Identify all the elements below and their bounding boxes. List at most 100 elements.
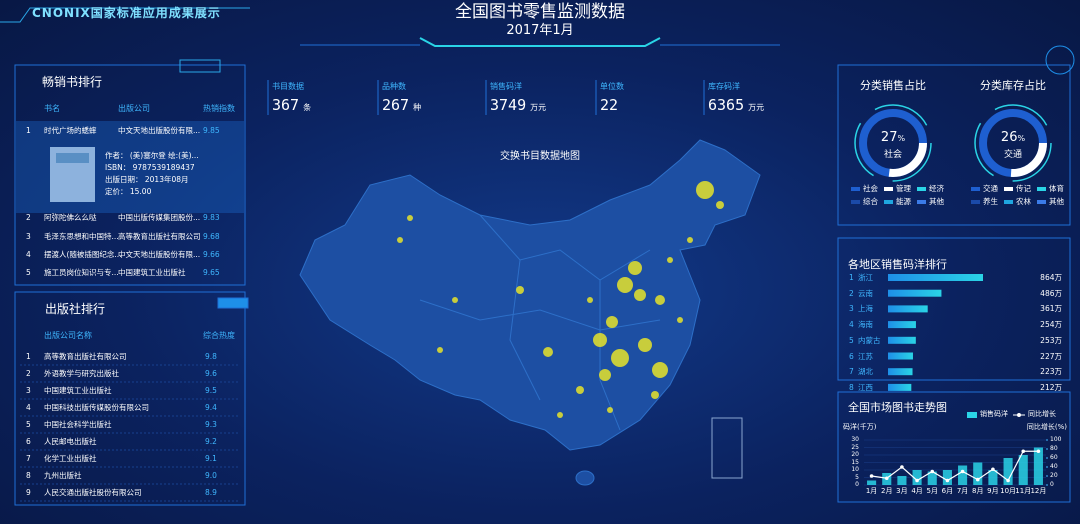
title-frame	[419, 37, 661, 47]
line-point	[915, 478, 919, 483]
data-label: 253万	[1040, 335, 1062, 345]
legend-label: 体育	[1049, 184, 1064, 193]
table-cell: 外语教学与研究出版社	[44, 369, 119, 378]
table-cell: 1	[26, 126, 31, 135]
line-point	[1036, 449, 1041, 454]
book-detail: 出版日期： 2013年08月	[105, 175, 189, 184]
legend-swatch	[917, 200, 926, 204]
panel-tab	[179, 59, 221, 73]
y2-tick-label: 40	[1050, 463, 1058, 470]
donut-value: 26%	[1001, 131, 1025, 144]
line-point	[945, 478, 950, 483]
table-cell: 7	[26, 454, 31, 463]
region-bar	[888, 352, 913, 360]
table-cell: 8	[26, 471, 31, 480]
table-cell: 9.65	[203, 268, 220, 277]
column-header: 出版公司名称	[44, 331, 92, 340]
book-cover-art	[56, 153, 89, 163]
legend-label: 销售码洋	[980, 410, 1008, 418]
book-detail: 作者： (美)塞尔登 绘:(美)...	[105, 151, 199, 160]
panel-title: 全国市场图书走势图	[848, 401, 947, 414]
legend-swatch	[917, 187, 926, 191]
panel	[837, 391, 1071, 503]
book-detail: 定价： 15.00	[105, 187, 152, 196]
brand: CNONIX国家标准应用成果展示	[32, 6, 221, 20]
y2-tick-label: 20	[1050, 472, 1058, 479]
y-tick-label: 20	[851, 451, 859, 458]
table-cell: 9.83	[203, 213, 220, 222]
legend-label: 养生	[983, 197, 998, 206]
line-point	[930, 469, 935, 474]
line-point	[960, 469, 965, 474]
legend-label: 社会	[863, 184, 878, 193]
x-tick-label: 12月	[1030, 487, 1047, 495]
stat-value: 367	[272, 96, 300, 114]
region-name: 上海	[858, 304, 873, 314]
table-cell: 中国出版传媒集团股份...	[118, 213, 201, 222]
panel-title: 各地区销售码洋排行	[848, 258, 947, 271]
table-cell: 3	[26, 386, 31, 395]
region-bar	[888, 289, 942, 297]
x-tick-label: 1月	[865, 487, 878, 495]
bar	[973, 462, 983, 485]
line	[871, 450, 1039, 482]
donut-outer	[854, 104, 932, 182]
table-cell: 9.2	[205, 437, 217, 446]
table-cell: 化学工业出版社	[44, 454, 97, 463]
legend-label: 农林	[1016, 197, 1031, 206]
table-cell: 9.85	[203, 126, 220, 135]
donut-unit: %	[1017, 134, 1026, 143]
legend-swatch	[971, 187, 980, 191]
line-point	[975, 477, 980, 482]
rank: 6	[849, 351, 854, 361]
region-bar	[888, 383, 912, 391]
table-cell: 4	[26, 250, 31, 259]
panel-tab	[217, 297, 249, 309]
data-label: 212万	[1040, 382, 1062, 392]
legend-swatch	[971, 200, 980, 204]
table-cell: 中文天地出版股份有限...	[118, 126, 201, 135]
bar	[912, 470, 922, 485]
table-cell: 时代广场的蟋蟀	[44, 126, 97, 135]
legend-swatch	[1004, 200, 1013, 204]
region-bar	[888, 274, 983, 281]
legend-label: 其他	[1049, 197, 1064, 206]
map-title: 交换书目数据地图	[500, 151, 580, 162]
rank: 3	[849, 304, 854, 314]
donut-number: 26	[1000, 130, 1018, 145]
panel	[14, 64, 246, 286]
region-name: 内蒙古	[858, 335, 881, 345]
map-island	[575, 470, 595, 486]
brand-line	[0, 7, 250, 23]
table-cell: 8.9	[205, 488, 217, 497]
line-point	[1021, 449, 1026, 454]
axis-title: 同比增长(%)	[1026, 423, 1067, 431]
rank: 2	[849, 288, 854, 298]
table-cell: 中国科技出版传媒股份有限公司	[44, 403, 149, 412]
table-cell: 中国建筑工业出版社	[118, 268, 186, 277]
table-cell: 3	[26, 232, 31, 241]
donut-label: 交通	[1003, 150, 1023, 160]
table-cell: 高等教育出版社有限公司	[118, 232, 201, 241]
table-cell: 毛泽东思想和中国特...	[44, 232, 119, 241]
rank: 5	[849, 335, 854, 345]
map-country	[299, 139, 761, 451]
donut-arc	[979, 109, 1047, 177]
frames	[0, 7, 1075, 506]
y2-tick-label: 80	[1050, 445, 1058, 452]
donut-value: 27%	[881, 131, 905, 144]
x-tick-label: 6月	[941, 487, 954, 495]
stat-label: 销售码洋	[490, 82, 522, 91]
legend-label: 同比增长	[1028, 410, 1056, 418]
stat-label: 单位数	[600, 82, 624, 91]
bar	[958, 465, 968, 485]
legend-dot	[1017, 413, 1021, 417]
map	[299, 139, 761, 486]
stat-label: 库存码洋	[708, 82, 740, 91]
line-point	[884, 476, 889, 481]
panel-title: 出版社排行	[45, 302, 106, 316]
bar	[1033, 447, 1043, 485]
line-point	[869, 474, 874, 478]
legend-label: 能源	[896, 197, 911, 206]
table-cell: 中文天地出版股份有限...	[118, 250, 201, 259]
